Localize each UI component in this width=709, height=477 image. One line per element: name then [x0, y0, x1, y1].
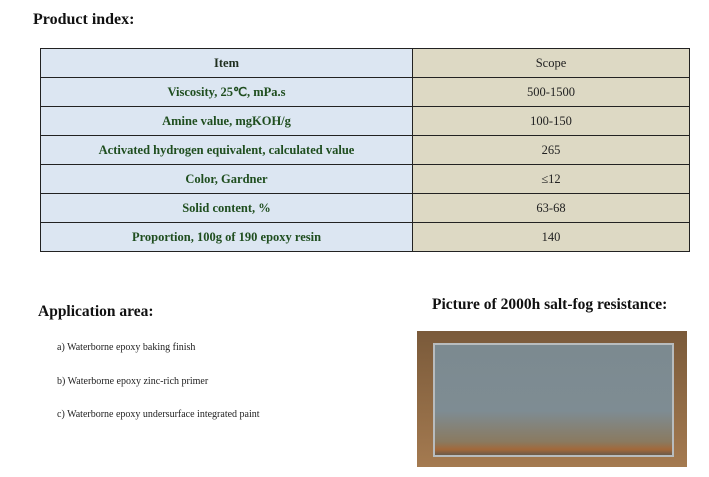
- item-cell: Viscosity, 25℃, mPa.s: [40, 77, 413, 107]
- application-item: a) Waterborne epoxy baking finish: [57, 342, 196, 353]
- application-item: c) Waterborne epoxy undersurface integra…: [57, 409, 260, 420]
- product-index-title: Product index:: [33, 11, 135, 28]
- table-row: Color, Gardner ≤12: [40, 164, 690, 194]
- item-cell: Amine value, mgKOH/g: [40, 106, 413, 136]
- test-panel: [433, 343, 674, 457]
- scope-cell: 63-68: [412, 193, 690, 223]
- table-row: Viscosity, 25℃, mPa.s 500-1500: [40, 77, 690, 107]
- scope-cell: ≤12: [412, 164, 690, 194]
- table-header-row: Item Scope: [40, 48, 690, 78]
- scope-cell: 265: [412, 135, 690, 165]
- scope-cell: 140: [412, 222, 690, 252]
- scope-cell: 500-1500: [412, 77, 690, 107]
- table-row: Amine value, mgKOH/g 100-150: [40, 106, 690, 136]
- table-row: Solid content, % 63-68: [40, 193, 690, 223]
- header-scope: Scope: [412, 48, 690, 78]
- application-item: b) Waterborne epoxy zinc-rich primer: [57, 376, 209, 387]
- item-cell: Color, Gardner: [40, 164, 413, 194]
- item-cell: Solid content, %: [40, 193, 413, 223]
- header-item: Item: [40, 48, 413, 78]
- table-row: Proportion, 100g of 190 epoxy resin 140: [40, 222, 690, 252]
- item-cell: Proportion, 100g of 190 epoxy resin: [40, 222, 413, 252]
- product-index-table: Item Scope Viscosity, 25℃, mPa.s 500-1500 …: [40, 48, 690, 252]
- item-cell: Activated hydrogen equivalent, calculate…: [40, 135, 413, 165]
- scope-cell: 100-150: [412, 106, 690, 136]
- salt-fog-photo: [417, 331, 687, 467]
- picture-title: Picture of 2000h salt-fog resistance:: [432, 296, 668, 313]
- application-area-title: Application area:: [38, 303, 154, 320]
- table-row: Activated hydrogen equivalent, calculate…: [40, 135, 690, 165]
